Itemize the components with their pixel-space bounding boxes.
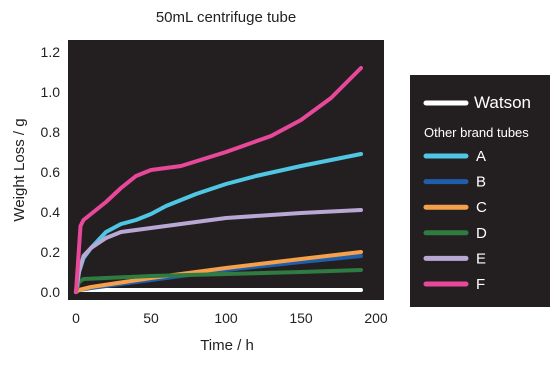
chart-title: 50mL centrifuge tube: [156, 9, 296, 26]
series-line-f: [74, 66, 363, 294]
plot-area: [68, 40, 384, 300]
y-axis-title: Weight Loss / g: [11, 118, 28, 221]
x-tick-label: 200: [364, 310, 388, 326]
y-tick-label: 0.4: [41, 204, 61, 220]
y-tick-label: 0.2: [41, 244, 61, 260]
legend-label-watson: Watson: [474, 93, 531, 112]
legend-label-a: A: [476, 148, 486, 165]
y-tick-label: 0.6: [41, 164, 61, 180]
y-tick-label: 1.0: [41, 84, 61, 100]
x-tick-label: 0: [72, 310, 80, 326]
x-axis-title: Time / h: [200, 337, 254, 354]
legend-label-f: F: [476, 276, 485, 293]
legend-subtitle: Other brand tubes: [424, 125, 529, 140]
legend-label-d: D: [476, 225, 487, 242]
y-tick-label: 1.2: [41, 44, 61, 60]
x-tick-label: 50: [143, 310, 159, 326]
series-line-e: [74, 208, 363, 294]
y-tick-label: 0.8: [41, 124, 61, 140]
legend-panel: [410, 75, 550, 307]
y-tick-label: 0.0: [41, 284, 61, 300]
legend-label-e: E: [476, 250, 486, 267]
x-tick-label: 100: [214, 310, 238, 326]
series-lines: [74, 66, 363, 294]
y-tick-labels: 0.0 0.2 0.4 0.6 0.8 1.0 1.2: [41, 44, 61, 300]
legend-label-b: B: [476, 174, 486, 191]
x-tick-labels: 0 50 100 150 200: [72, 310, 388, 326]
series-line-watson: [74, 288, 363, 294]
x-tick-label: 150: [289, 310, 313, 326]
legend-label-c: C: [476, 199, 487, 216]
